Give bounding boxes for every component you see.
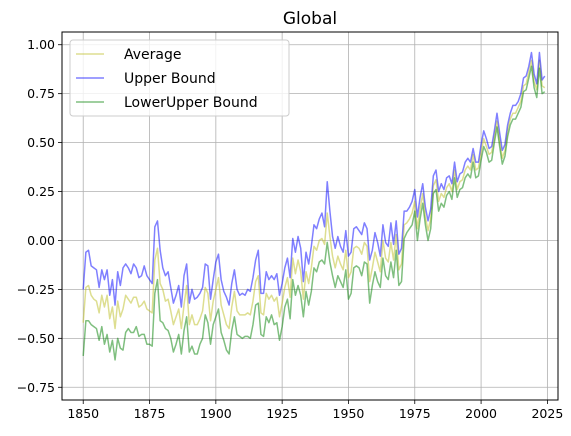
y-tick-label: −0.75 xyxy=(17,380,55,395)
x-tick-label: 2025 xyxy=(531,406,563,421)
x-tick-label: 1900 xyxy=(200,406,232,421)
y-tick-label: 0.50 xyxy=(27,135,55,150)
series-line-2 xyxy=(82,65,546,361)
x-tick-label: 2000 xyxy=(465,406,497,421)
legend-label: Upper Bound xyxy=(124,71,216,87)
legend: Average Upper Bound LowerUpper Bound xyxy=(69,39,290,117)
legend-label: Average xyxy=(124,47,182,63)
legend-box xyxy=(69,39,290,117)
x-tick-label: 1975 xyxy=(399,406,431,421)
series-lines xyxy=(82,51,546,361)
y-tick-label: −0.50 xyxy=(17,331,55,346)
x-tick-label: 1950 xyxy=(333,406,365,421)
y-tick-label: 0.25 xyxy=(27,184,55,199)
plot-area-frame xyxy=(61,31,559,401)
y-tick-label: 0.00 xyxy=(27,233,55,248)
y-tick-label: −0.25 xyxy=(17,282,55,297)
chart-title: Global xyxy=(283,9,337,29)
x-tick-label: 1925 xyxy=(266,406,298,421)
y-tick-label: 1.00 xyxy=(27,37,55,52)
x-tick-label: 1875 xyxy=(134,406,166,421)
y-tick-label: 0.75 xyxy=(27,86,55,101)
x-tick-label: 1850 xyxy=(67,406,99,421)
axes: 1850 1875 1900 1925 1950 1975 2000 2025 −0.75 −0.… xyxy=(17,37,564,421)
series-line-0 xyxy=(82,59,546,330)
series-line-1 xyxy=(82,51,546,308)
legend-label: LowerUpper Bound xyxy=(124,95,258,111)
